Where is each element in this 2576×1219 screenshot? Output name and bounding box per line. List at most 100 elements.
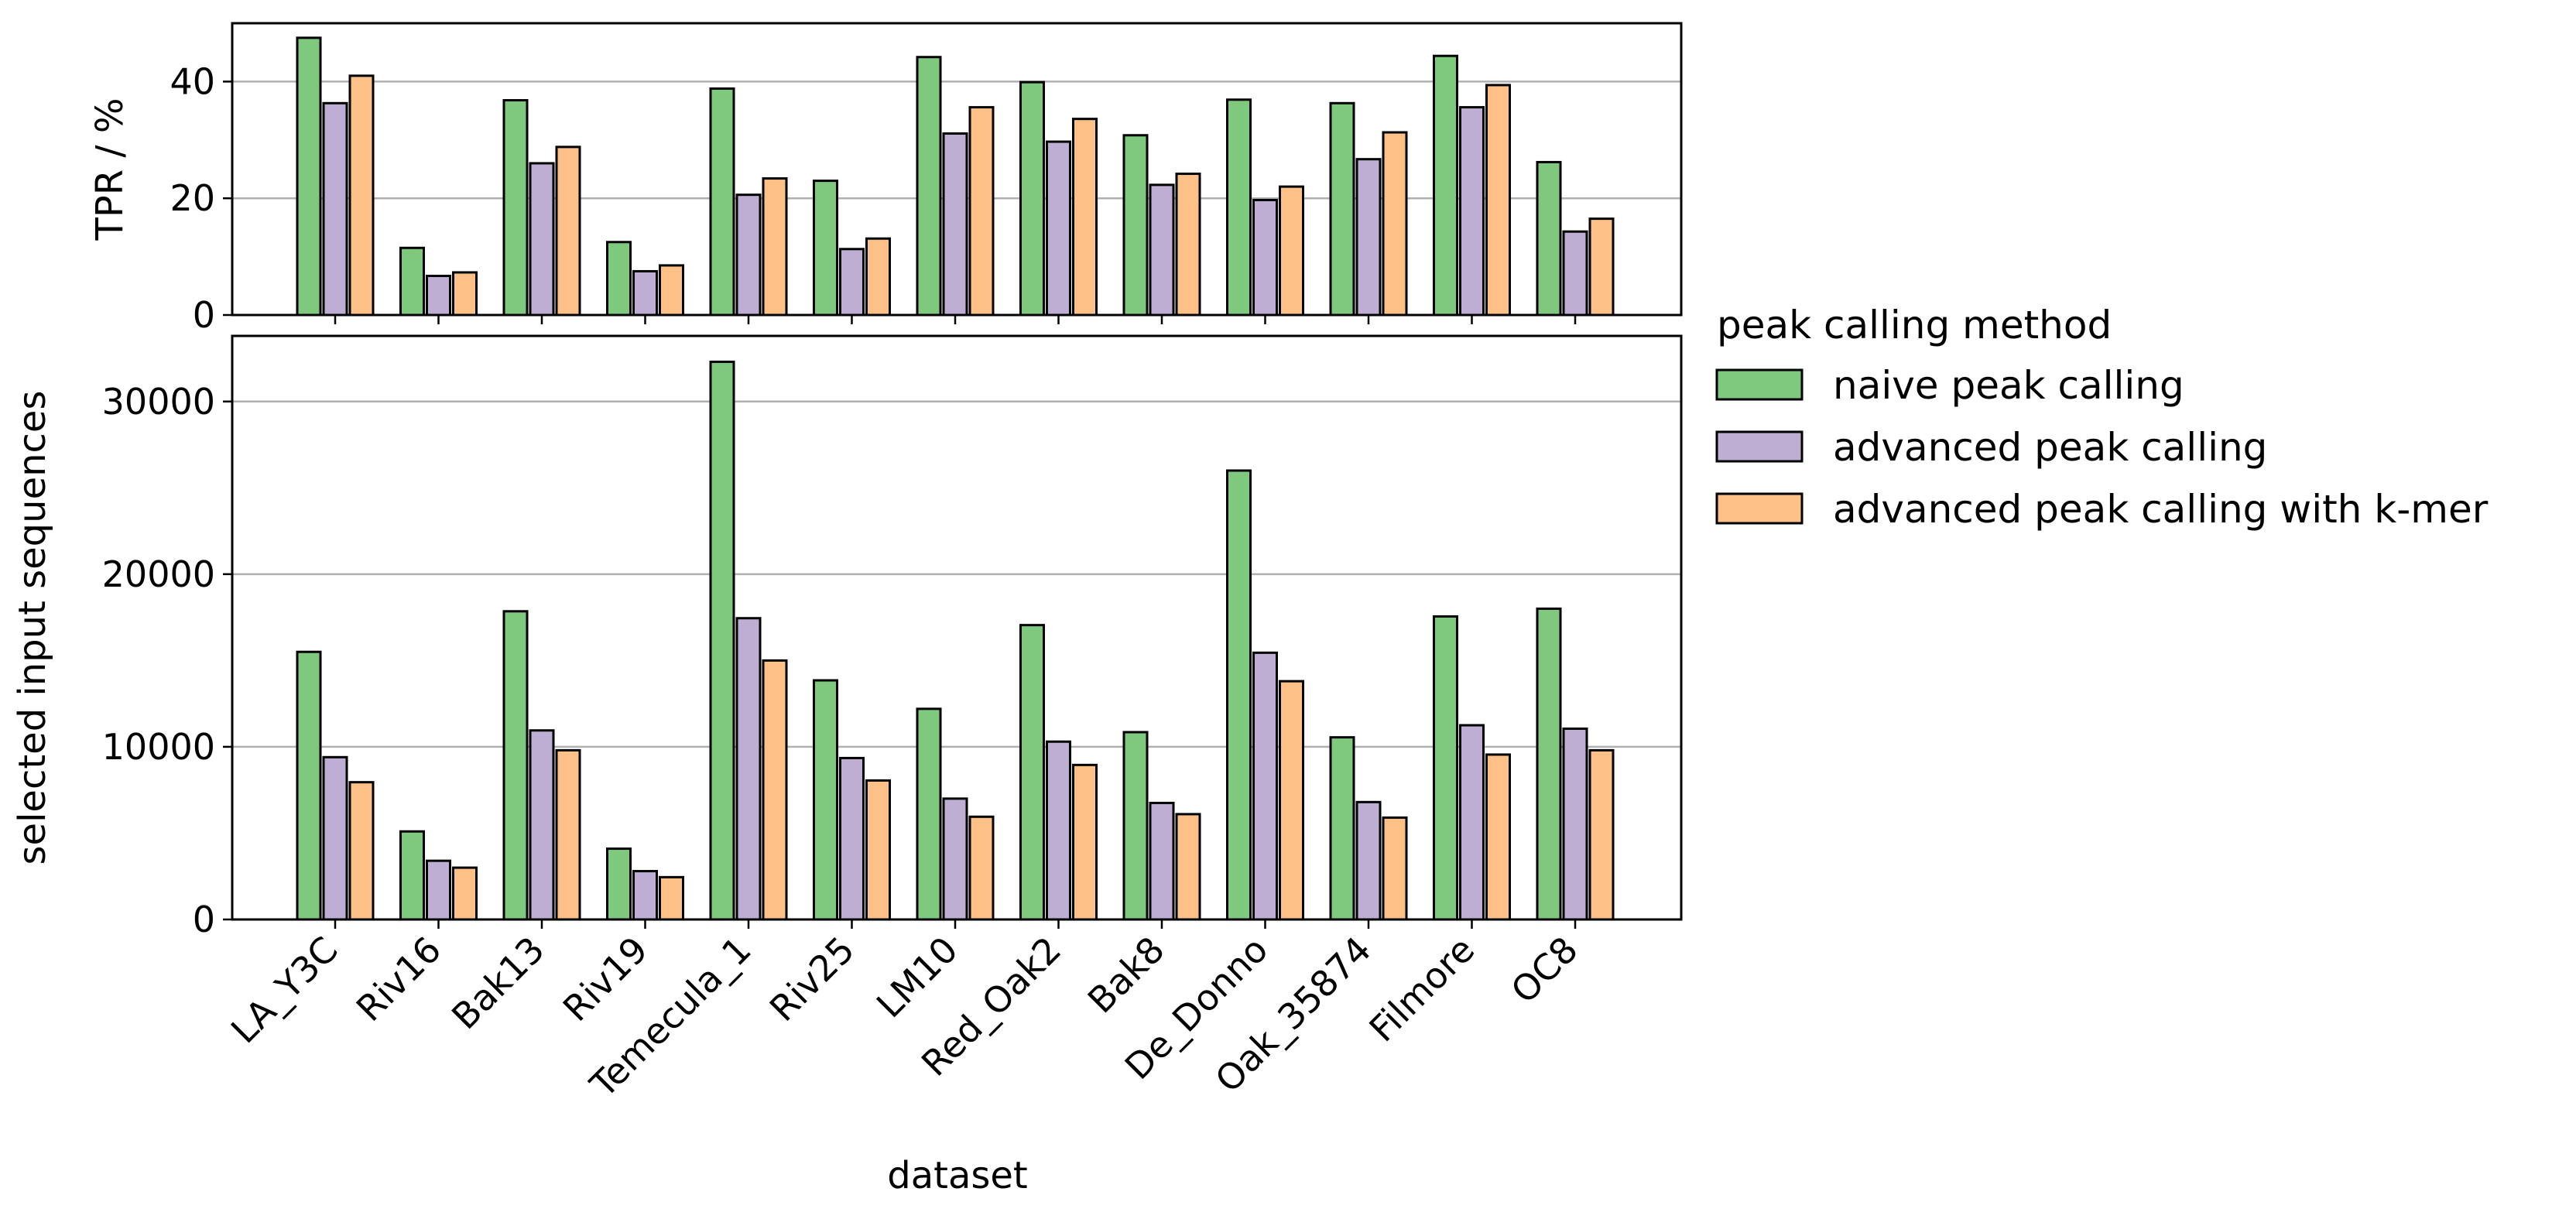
x-tick-label-riv25: Riv25	[762, 929, 862, 1029]
y-tick-label-tpr-40: 40	[170, 60, 215, 102]
bar-tpr-la-y3c-advanced-peak-calling	[322, 101, 348, 317]
bar-sequences-de-donno-naive-peak-calling	[1226, 469, 1252, 921]
bar-tpr-riv25-advanced-peak-calling-with-k-mer	[865, 237, 891, 317]
bar-sequences-la-y3c-advanced-peak-calling	[322, 755, 348, 921]
x-tick-label-oc8: OC8	[1503, 929, 1586, 1012]
bar-sequences-la-y3c-naive-peak-calling	[296, 650, 322, 921]
y-axis-title-sequences: selected input sequences	[11, 391, 54, 865]
plot-frame-sequences	[231, 334, 1683, 921]
x-axis-title: dataset	[887, 1154, 1027, 1197]
legend-label-naive: naive peak calling	[1833, 363, 2184, 408]
bar-sequences-de-donno-advanced-peak-calling	[1252, 651, 1278, 921]
bar-sequences-filmore-advanced-peak-calling	[1459, 724, 1485, 921]
y-tick-label-sequences-10000: 10000	[102, 726, 215, 768]
bar-tpr-lm10-naive-peak-calling	[916, 56, 942, 317]
bar-sequences-oak-35874-advanced-peak-calling	[1355, 800, 1382, 921]
bar-sequences-riv16-advanced-peak-calling	[426, 859, 451, 921]
legend-swatch-naive	[1715, 368, 1804, 401]
bar-tpr-riv19-advanced-peak-calling-with-k-mer	[659, 264, 684, 317]
bar-tpr-filmore-naive-peak-calling	[1433, 54, 1458, 317]
bar-sequences-red-oak2-advanced-peak-calling	[1046, 740, 1071, 921]
bar-sequences-riv25-advanced-peak-calling-with-k-mer	[865, 779, 891, 921]
bar-sequences-lm10-naive-peak-calling	[916, 707, 942, 921]
bar-tpr-oak-35874-naive-peak-calling	[1329, 101, 1355, 317]
bar-tpr-de-donno-naive-peak-calling	[1226, 98, 1252, 317]
bar-tpr-temecula-1-advanced-peak-calling-with-k-mer	[762, 177, 788, 317]
bar-sequences-riv19-naive-peak-calling	[606, 847, 632, 921]
bar-tpr-riv25-advanced-peak-calling	[839, 248, 865, 317]
bar-sequences-filmore-naive-peak-calling	[1433, 615, 1458, 921]
bar-tpr-de-donno-advanced-peak-calling	[1252, 198, 1278, 317]
bar-tpr-oak-35874-advanced-peak-calling	[1355, 158, 1382, 317]
legend-title: peak calling method	[1717, 303, 2112, 348]
bar-tpr-riv25-naive-peak-calling	[813, 180, 838, 317]
x-tick-label-lm10: LM10	[868, 929, 966, 1026]
bar-sequences-riv16-advanced-peak-calling-with-k-mer	[452, 866, 478, 921]
bar-sequences-temecula-1-advanced-peak-calling-with-k-mer	[762, 659, 788, 921]
bar-tpr-la-y3c-advanced-peak-calling-with-k-mer	[348, 74, 375, 317]
y-tick-label-sequences-30000: 30000	[102, 381, 215, 423]
bar-sequences-red-oak2-advanced-peak-calling-with-k-mer	[1072, 763, 1098, 921]
bar-sequences-lm10-advanced-peak-calling-with-k-mer	[968, 815, 995, 921]
bar-sequences-de-donno-advanced-peak-calling-with-k-mer	[1279, 680, 1304, 921]
bar-sequences-bak13-advanced-peak-calling	[529, 729, 555, 921]
bar-sequences-temecula-1-advanced-peak-calling	[735, 617, 762, 921]
legend-label-advanced: advanced peak calling	[1833, 425, 2267, 470]
bar-sequences-bak8-naive-peak-calling	[1122, 731, 1149, 921]
bar-sequences-temecula-1-naive-peak-calling	[709, 360, 735, 921]
bar-tpr-oc8-advanced-peak-calling	[1562, 230, 1588, 317]
bar-tpr-la-y3c-naive-peak-calling	[296, 36, 322, 317]
x-tick-label-bak8: Bak8	[1080, 929, 1173, 1022]
bar-sequences-bak13-advanced-peak-calling-with-k-mer	[555, 748, 581, 921]
bar-tpr-oc8-advanced-peak-calling-with-k-mer	[1588, 217, 1615, 317]
legend-swatch-advanced-kmer	[1715, 492, 1804, 525]
bar-tpr-riv19-naive-peak-calling	[606, 241, 632, 317]
bar-tpr-filmore-advanced-peak-calling-with-k-mer	[1485, 84, 1511, 317]
bar-tpr-bak13-advanced-peak-calling-with-k-mer	[555, 146, 581, 317]
bar-tpr-lm10-advanced-peak-calling-with-k-mer	[968, 106, 995, 317]
x-tick-label-la-y3c: LA_Y3C	[223, 929, 346, 1052]
bar-tpr-bak13-advanced-peak-calling	[529, 162, 555, 317]
bar-sequences-lm10-advanced-peak-calling	[942, 797, 968, 921]
legend-swatch-advanced	[1715, 430, 1804, 463]
bar-sequences-red-oak2-naive-peak-calling	[1019, 624, 1045, 921]
bar-sequences-oak-35874-advanced-peak-calling-with-k-mer	[1382, 816, 1408, 921]
x-tick-label-filmore: Filmore	[1361, 929, 1482, 1050]
bar-tpr-oak-35874-advanced-peak-calling-with-k-mer	[1382, 131, 1408, 317]
bar-sequences-riv19-advanced-peak-calling	[632, 870, 658, 921]
bar-sequences-oc8-advanced-peak-calling	[1562, 728, 1588, 921]
bar-sequences-la-y3c-advanced-peak-calling-with-k-mer	[348, 781, 375, 921]
bar-tpr-temecula-1-advanced-peak-calling	[735, 193, 762, 317]
bar-sequences-bak8-advanced-peak-calling	[1149, 801, 1175, 921]
bar-tpr-bak8-naive-peak-calling	[1122, 134, 1149, 317]
bar-tpr-filmore-advanced-peak-calling	[1459, 106, 1485, 317]
bar-tpr-bak8-advanced-peak-calling	[1149, 183, 1175, 317]
legend-entry-advanced-kmer: advanced peak calling with k-mer	[1715, 487, 2489, 532]
bar-sequences-oak-35874-naive-peak-calling	[1329, 736, 1355, 921]
y-tick-label-sequences-0: 0	[193, 899, 215, 940]
y-axis-title-tpr: TPR / %	[88, 98, 132, 241]
y-tick-label-tpr-0: 0	[193, 294, 215, 336]
bar-tpr-red-oak2-advanced-peak-calling-with-k-mer	[1072, 118, 1098, 317]
bar-sequences-bak13-naive-peak-calling	[502, 610, 529, 921]
x-tick-label-riv16: Riv16	[348, 929, 449, 1029]
x-tick-label-riv19: Riv19	[555, 929, 656, 1029]
bar-tpr-lm10-advanced-peak-calling	[942, 132, 968, 317]
x-tick-label-bak13: Bak13	[444, 929, 553, 1038]
legend-label-advanced-kmer: advanced peak calling with k-mer	[1833, 487, 2489, 532]
bar-sequences-riv16-naive-peak-calling	[399, 830, 425, 921]
bar-tpr-bak8-advanced-peak-calling-with-k-mer	[1175, 173, 1201, 317]
plot-frame-tpr	[231, 22, 1683, 317]
bar-tpr-oc8-naive-peak-calling	[1536, 160, 1562, 317]
bar-tpr-de-donno-advanced-peak-calling-with-k-mer	[1279, 185, 1304, 317]
y-tick-label-tpr-20: 20	[170, 177, 215, 219]
bar-sequences-riv25-naive-peak-calling	[813, 679, 838, 921]
bar-sequences-riv25-advanced-peak-calling	[839, 756, 865, 921]
tpr-panel: 0 20 40 TPR / %	[88, 22, 1683, 336]
bar-tpr-red-oak2-naive-peak-calling	[1019, 80, 1045, 317]
bar-sequences-oc8-naive-peak-calling	[1536, 607, 1562, 921]
legend-entry-advanced: advanced peak calling	[1715, 425, 2267, 470]
bar-tpr-riv16-advanced-peak-calling	[426, 274, 451, 317]
